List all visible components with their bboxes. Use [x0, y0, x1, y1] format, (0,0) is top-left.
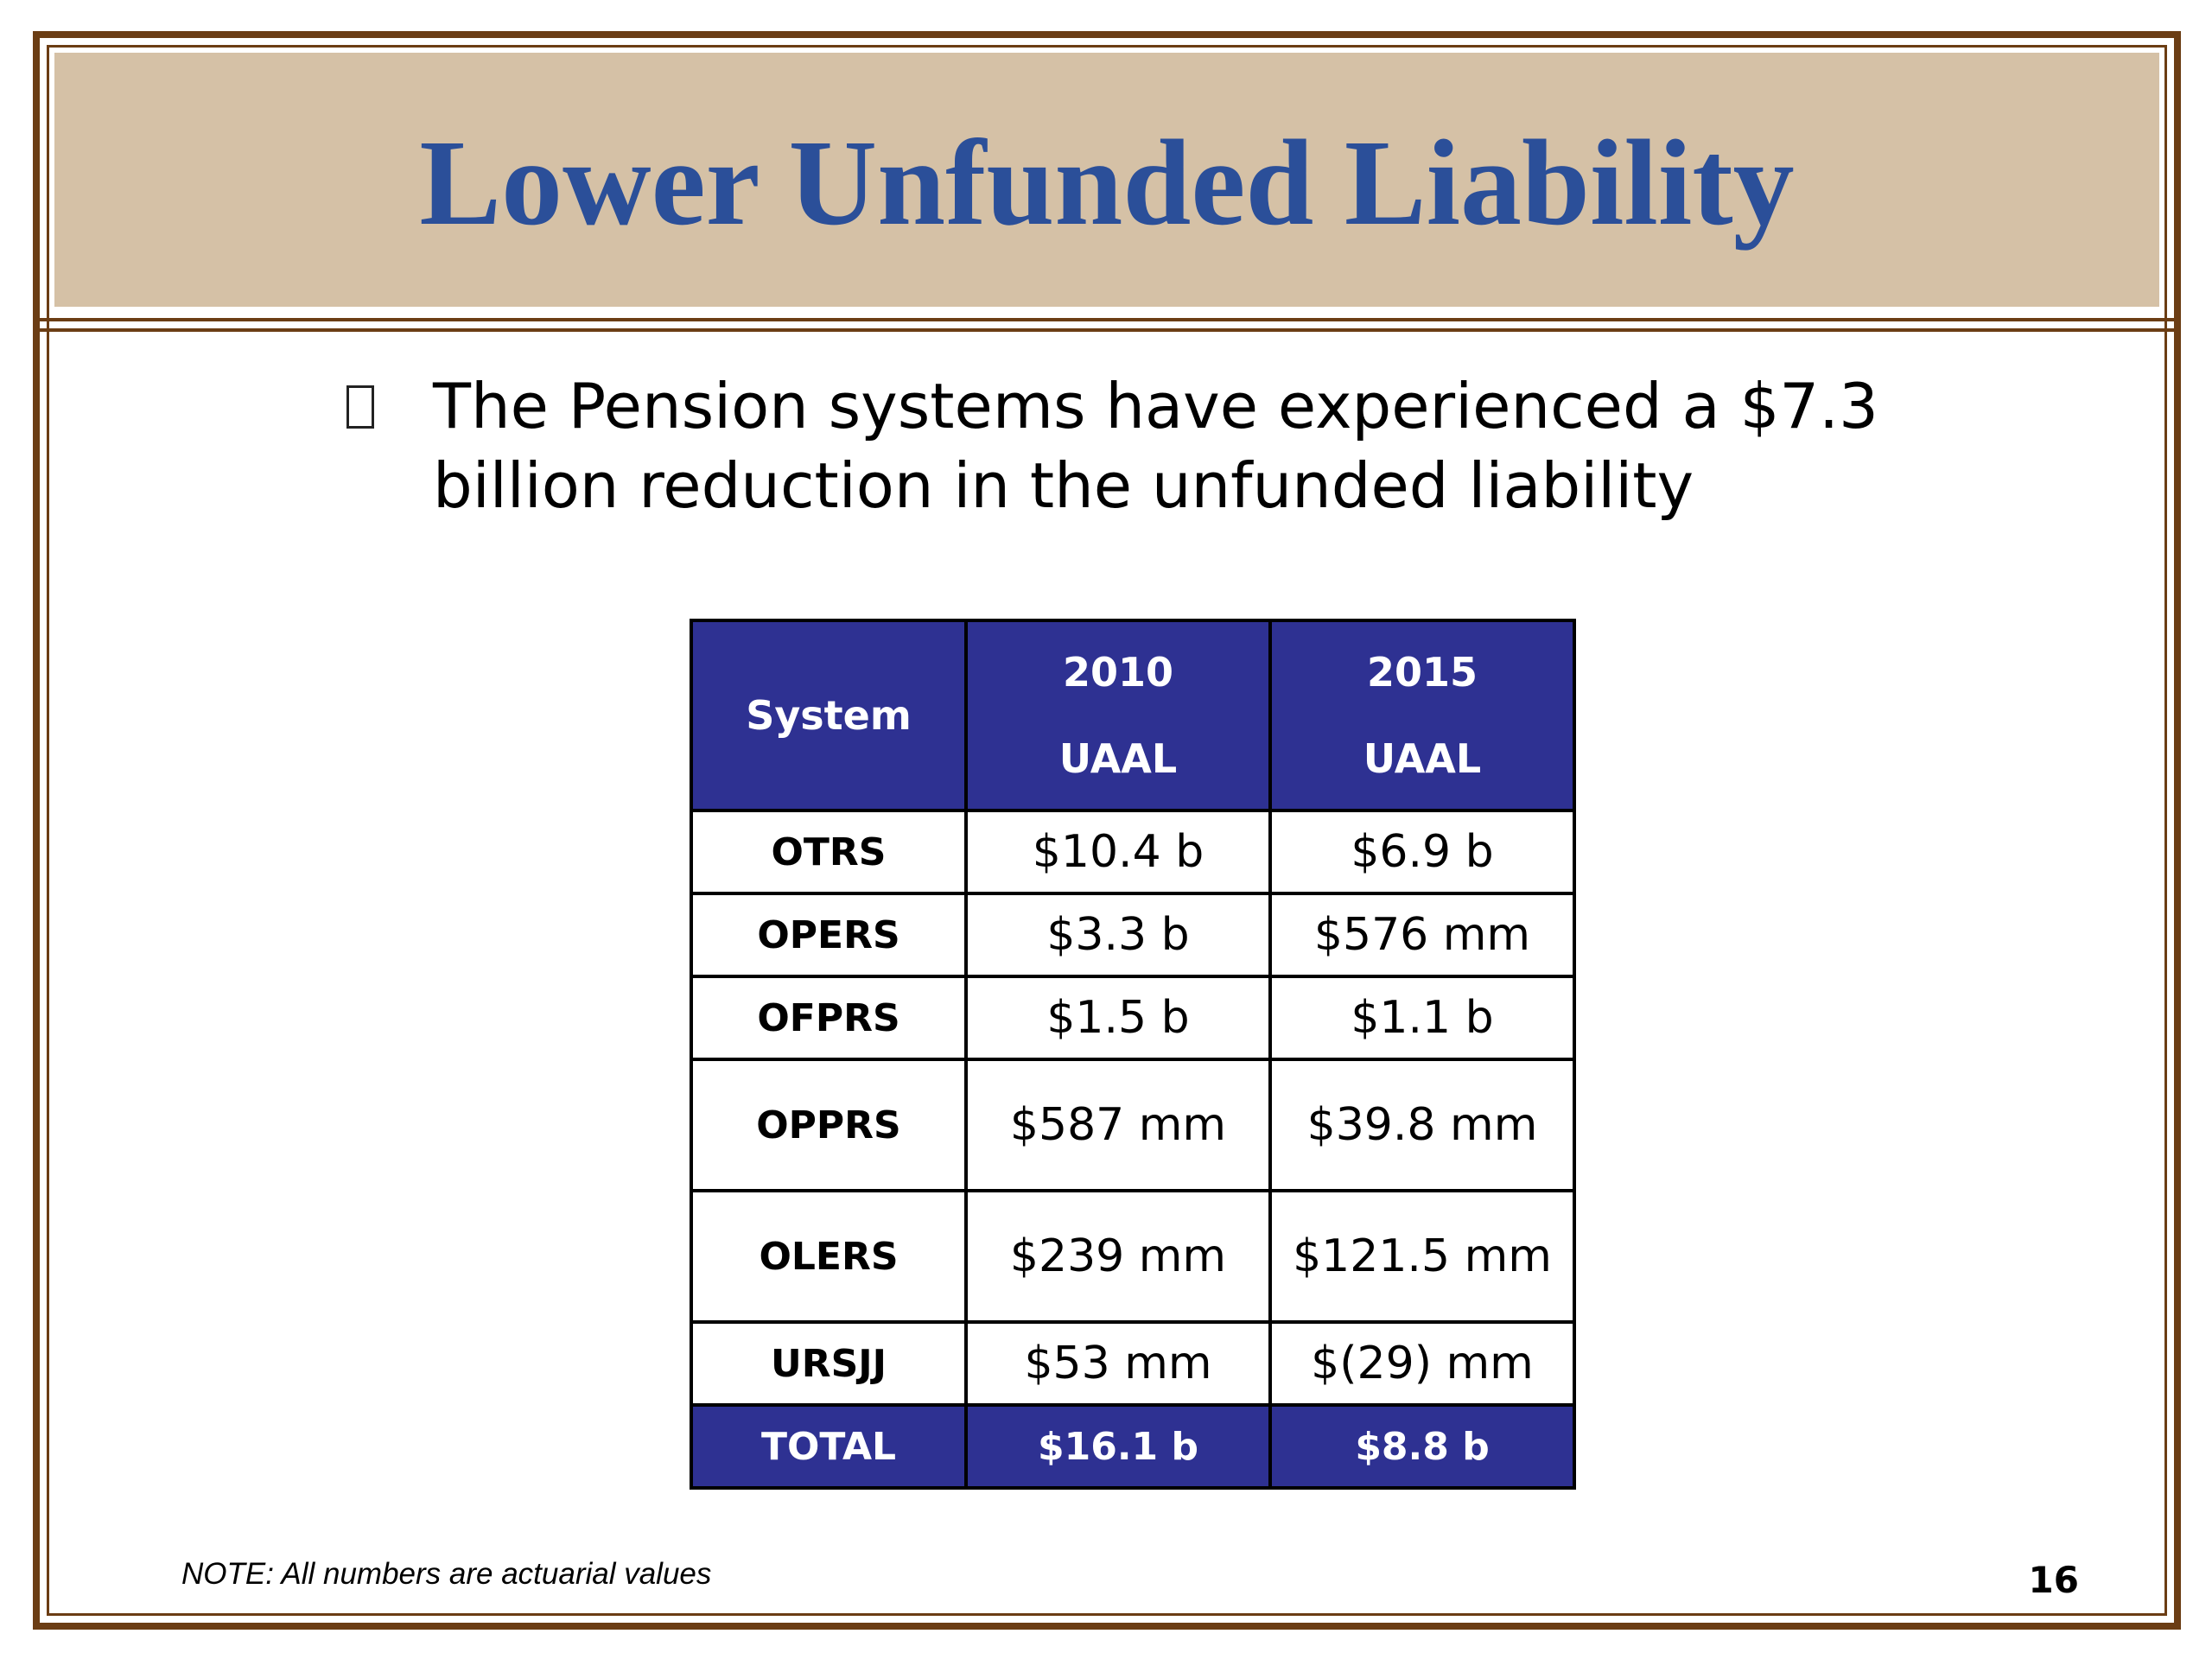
uaal-2015-cell: $(29) mm: [1268, 1320, 1576, 1407]
table-row: OPERS $3.3 b $576 mm: [690, 892, 1576, 978]
uaal-2010-cell: $1.5 b: [964, 975, 1272, 1061]
uaal-2015-cell: $39.8 mm: [1268, 1058, 1576, 1192]
table-row: OTRS $10.4 b $6.9 b: [690, 809, 1576, 895]
page-number: 16: [2028, 1559, 2079, 1601]
header-2010-uaal: 2010 UAAL: [964, 619, 1272, 812]
table-row: OPPRS $587 mm $39.8 mm: [690, 1058, 1576, 1192]
system-cell: OLERS: [690, 1189, 968, 1324]
system-cell: OFPRS: [690, 975, 968, 1061]
table-row: OFPRS $1.5 b $1.1 b: [690, 975, 1576, 1061]
table-total-row: TOTAL $16.1 b $8.8 b: [690, 1403, 1576, 1490]
header-system: System: [690, 619, 968, 812]
title-divider: [40, 318, 2174, 321]
header-2010-label: UAAL: [1058, 735, 1178, 782]
header-2015-year: 2015: [1366, 649, 1478, 696]
table-row: OLERS $239 mm $121.5 mm: [690, 1189, 1576, 1324]
system-cell: OPPRS: [690, 1058, 968, 1192]
slide-frame: Lower Unfunded Liability The Pension sys…: [33, 31, 2181, 1630]
uaal-2015-cell: $6.9 b: [1268, 809, 1576, 895]
bullet-text: The Pension systems have experienced a $…: [433, 370, 1878, 522]
total-2015-cell: $8.8 b: [1268, 1403, 1576, 1490]
uaal-2010-cell: $239 mm: [964, 1189, 1272, 1324]
table-row: URSJJ $53 mm $(29) mm: [690, 1320, 1576, 1407]
uaal-2010-cell: $53 mm: [964, 1320, 1272, 1407]
header-2015-label: UAAL: [1363, 735, 1482, 782]
slide-frame-inner-border: [47, 45, 2167, 1616]
uaal-2015-cell: $1.1 b: [1268, 975, 1576, 1061]
title-band: Lower Unfunded Liability: [52, 50, 2162, 309]
bullet-square-icon: [346, 385, 374, 429]
title-divider: [40, 328, 2174, 332]
system-cell: OTRS: [690, 809, 968, 895]
slide-title: Lower Unfunded Liability: [419, 114, 1795, 251]
system-cell: URSJJ: [690, 1320, 968, 1407]
total-2010-cell: $16.1 b: [964, 1403, 1272, 1490]
uaal-2010-cell: $587 mm: [964, 1058, 1272, 1192]
uaal-2010-cell: $3.3 b: [964, 892, 1272, 978]
uaal-2015-cell: $121.5 mm: [1268, 1189, 1576, 1324]
uaal-table: System 2010 UAAL 2015 UAAL OTRS $10.4 b …: [690, 619, 1576, 1490]
table-header-row: System 2010 UAAL 2015 UAAL: [690, 619, 1576, 812]
uaal-2015-cell: $576 mm: [1268, 892, 1576, 978]
system-cell: OPERS: [690, 892, 968, 978]
footnote: NOTE: All numbers are actuarial values: [181, 1557, 712, 1591]
total-label-cell: TOTAL: [690, 1403, 968, 1490]
header-2015-uaal: 2015 UAAL: [1268, 619, 1576, 812]
header-2010-year: 2010: [1062, 649, 1174, 696]
uaal-2010-cell: $10.4 b: [964, 809, 1272, 895]
